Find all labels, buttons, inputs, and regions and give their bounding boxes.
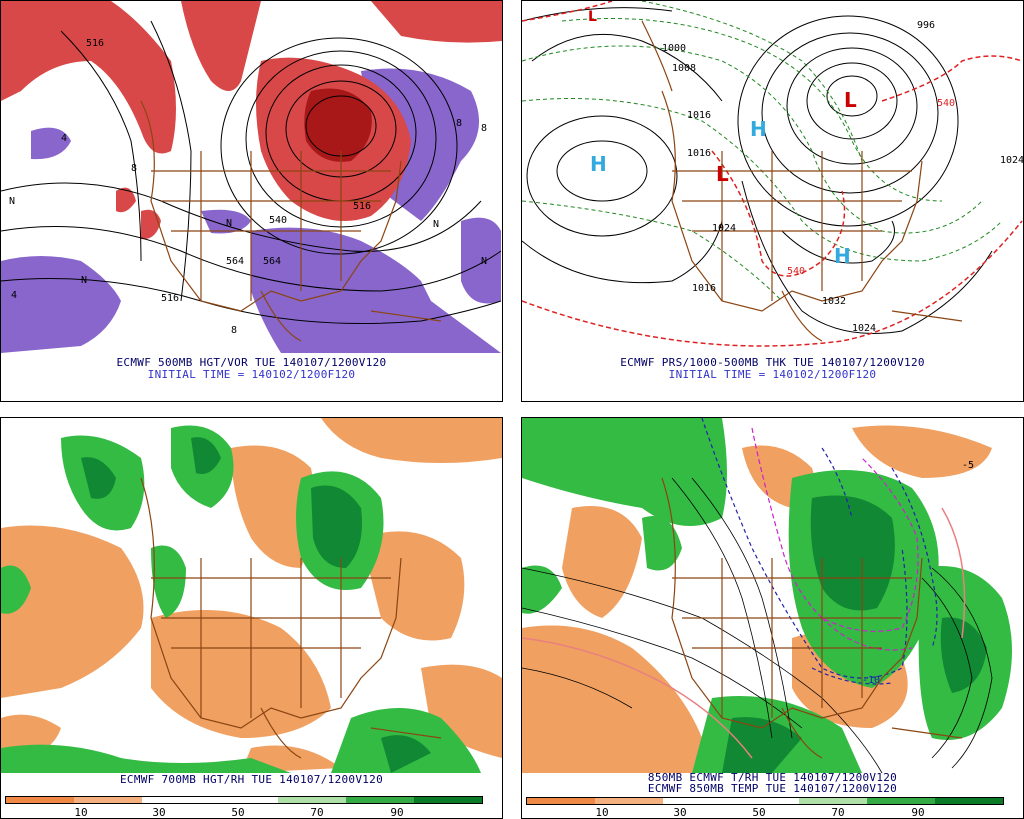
contour-label: N	[226, 218, 232, 229]
pos-vort-area	[141, 209, 161, 240]
neg-vort-area	[31, 127, 71, 160]
legend-tick: 10	[74, 806, 88, 819]
legend-tick: 30	[152, 806, 166, 819]
pos-vort-area	[1, 1, 176, 154]
isotherm-label: -10	[862, 675, 880, 686]
panel-title: ECMWF 500MB HGT/VOR TUE 140107/1200V120	[116, 356, 387, 369]
rh-color-legend	[526, 797, 1004, 805]
isobar-label: 1000	[662, 43, 686, 54]
thickness-label: 540	[787, 266, 805, 277]
legend-tick: 10	[595, 806, 609, 819]
contour-label: 8	[456, 118, 462, 129]
panel-pressure-thickness: H H H L L L 1000 1008 1016 1016 1024 102…	[521, 0, 1024, 402]
isobar-label: 1016	[687, 110, 711, 121]
isobar-label: 1016	[687, 148, 711, 159]
legend-tick: 70	[310, 806, 324, 819]
panel-title: ECMWF 700MB HGT/RH TUE 140107/1200V120	[119, 773, 384, 786]
contour-label: 516	[161, 293, 179, 304]
zero-isotherm	[751, 427, 919, 651]
contour-label: N	[433, 219, 439, 230]
map-borders	[140, 477, 442, 759]
contour-label: N	[81, 275, 87, 286]
contour-label: 8	[231, 325, 237, 336]
neg-vort-area	[201, 209, 251, 234]
thickness-label: 540	[937, 98, 955, 109]
isobar-label: 1024	[852, 323, 876, 334]
neg-vort-area	[1, 256, 121, 353]
neg-vort-area	[461, 217, 501, 304]
high-pressure-marker: H	[834, 244, 851, 268]
legend-tick: 30	[673, 806, 687, 819]
panel-subtitle: INITIAL TIME = 140102/1200F120	[147, 368, 356, 381]
contour-label: N	[481, 256, 487, 267]
contour-label: 540	[269, 215, 287, 226]
contour-label: N	[9, 196, 15, 207]
isotherm-label: -5	[962, 460, 974, 471]
high-pressure-marker: H	[590, 152, 607, 176]
contour-label: 516	[353, 201, 371, 212]
pos-vort-core	[304, 88, 372, 162]
isobar-label: 1024	[712, 223, 736, 234]
contour-label: 516	[86, 38, 104, 49]
pos-vort-area	[371, 1, 502, 43]
isobars	[522, 7, 993, 334]
legend-tick: 70	[831, 806, 845, 819]
map-borders	[140, 100, 442, 342]
contour-label: 564	[226, 256, 244, 267]
t850-map: -10 -5	[522, 418, 1023, 818]
contour-label: 564	[263, 256, 281, 267]
isobar-label: 1032	[822, 296, 846, 307]
pos-vort-area	[181, 1, 261, 91]
rh700-map	[1, 418, 502, 818]
contour-label: 4	[11, 290, 17, 301]
thickness-warm	[522, 1, 1023, 347]
pos-vort-area	[116, 187, 136, 213]
isobar-label: 1008	[672, 63, 696, 74]
cold-isotherms	[701, 418, 938, 685]
panel-850mb-temp-rh: -10 -5 850MB ECMWF T/RH TUE 140107/1200V…	[521, 417, 1024, 819]
panel-title: ECMWF PRS/1000-500MB THK TUE 140107/1200…	[620, 356, 925, 369]
map-borders	[661, 477, 963, 759]
isotherms	[522, 477, 993, 774]
legend-tick: 90	[911, 806, 925, 819]
rh-color-legend	[5, 796, 483, 804]
panel-subtitle: INITIAL TIME = 140102/1200F120	[668, 368, 877, 381]
panel-title: 850MB ECMWF T/RH TUE 140107/1200V120	[647, 771, 898, 784]
high-pressure-marker: H	[750, 117, 767, 141]
pressure-map: H H H L L L 1000 1008 1016 1016 1024 102…	[522, 1, 1023, 401]
contour-label: 8	[131, 163, 137, 174]
thickness-cold	[522, 1, 1003, 302]
isobar-label: 1016	[692, 283, 716, 294]
warm-isotherm	[522, 507, 966, 759]
legend-tick: 50	[752, 806, 766, 819]
panel-500mb-vorticity: 516 8 4 N 4 564 516 8 8 N N 540 564 516 …	[0, 0, 503, 402]
map-borders	[641, 20, 963, 342]
contour-label: 8	[481, 123, 487, 134]
very-moist-areas	[722, 495, 987, 773]
legend-tick: 90	[390, 806, 404, 819]
very-moist-areas	[81, 437, 431, 773]
low-pressure-marker: L	[588, 9, 597, 25]
vorticity-map: 516 8 4 N 4 564 516 8 8 N N 540 564 516 …	[1, 1, 502, 401]
isobar-label: 1024	[1000, 155, 1023, 166]
isobar-label: 996	[917, 20, 935, 31]
dry-areas	[1, 418, 502, 773]
panel-700mb-rh: ECMWF 700MB HGT/RH TUE 140107/1200V120 1…	[0, 417, 503, 819]
low-pressure-marker: L	[716, 162, 729, 186]
contour-label: 4	[61, 133, 67, 144]
legend-tick: 50	[231, 806, 245, 819]
panel-subtitle: ECMWF 850MB TEMP TUE 140107/1200V120	[647, 782, 898, 795]
low-pressure-marker: L	[844, 88, 857, 112]
